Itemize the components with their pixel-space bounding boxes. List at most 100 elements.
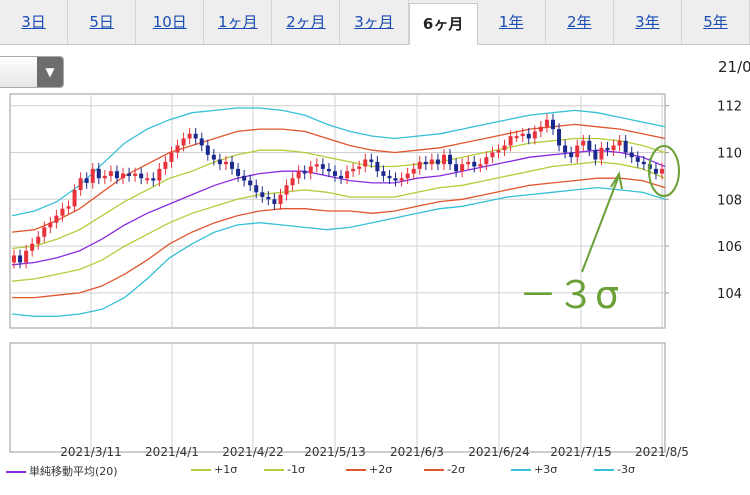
legend-label: 単純移動平均(20) [29,465,118,478]
candle [508,136,513,146]
series-line-単純移動平均(20) [11,149,666,266]
legend-label: -2σ [447,463,465,476]
candle [393,178,398,181]
legend-swatch [511,469,531,471]
candle [84,178,89,183]
candle [236,168,241,176]
candle [617,140,622,146]
legend-swatch [346,469,366,471]
candle [411,168,416,174]
candle [18,255,23,263]
tab-2[interactable]: 10日 [136,0,205,44]
candle [290,178,295,186]
candle [460,164,465,172]
candle [133,173,138,176]
candle [332,171,337,176]
x-tick-label-1: 2021/4/1 [145,445,199,459]
legend-item: 単純移動平均(20) [6,463,118,479]
candle [345,171,350,179]
candle [484,157,489,165]
legend-swatch [264,469,284,471]
candle [175,145,180,153]
candle [181,138,186,146]
chart-legend: : 単純移動平均(20) +1σ -1σ +2σ -2σ +3σ -3σ [0,463,750,479]
candle [520,133,525,137]
annotation-arrowhead [610,171,623,190]
tab-6[interactable]: 6ヶ月 [408,3,478,45]
candle [320,164,325,169]
candle [187,133,192,139]
candle [593,150,598,160]
legend-item: +3σ [511,463,557,476]
candle [60,208,65,216]
tab-9[interactable]: 3年 [614,0,682,44]
candle [42,227,47,237]
candle [12,255,16,263]
series-line-+2σ [11,123,666,233]
candle [169,152,174,162]
x-tick-label-5: 2021/6/24 [468,445,530,459]
candle [514,136,519,139]
candle [532,131,537,139]
legend-label: +3σ [534,463,558,476]
tab-0[interactable]: 3日 [0,0,69,44]
candle [363,159,368,167]
chevron-down-icon[interactable]: ▼ [37,57,63,87]
candle [526,133,531,139]
candle [30,243,35,251]
candle [145,178,150,181]
candle [478,164,483,167]
candle [581,140,586,146]
candle [223,161,228,165]
y-tick-label-1: 106 [717,240,742,255]
tab-5[interactable]: 3ヶ月 [340,0,409,44]
candle [339,175,344,179]
candle [375,161,380,172]
tab-4[interactable]: 2ヶ月 [272,0,341,44]
candle [242,175,247,181]
candle [641,161,646,165]
legend-item: -2σ [424,463,465,476]
tab-3[interactable]: 1ヶ月 [204,0,273,44]
series-line-+3σ [11,107,666,217]
tab-7[interactable]: 1年 [478,0,546,44]
candle [635,157,640,162]
candle [357,166,362,169]
candle [121,173,126,179]
chart-type-dropdown[interactable]: ▼ [0,56,64,88]
candle [466,161,471,165]
candle [211,154,216,160]
candle [472,161,477,167]
tab-8[interactable]: 2年 [546,0,614,44]
candle [157,168,162,181]
candle [490,152,495,158]
series-line--1σ [11,161,666,282]
legend-swatch [424,469,444,471]
candle [102,175,107,179]
candle [454,164,459,172]
tab-1[interactable]: 5日 [68,0,137,44]
candle [90,168,95,183]
candle [405,173,410,179]
legend-swatch [191,469,211,471]
candle [441,154,446,165]
candle [66,206,71,209]
annotation-arrow [581,177,619,273]
candle [254,185,259,193]
candle [205,145,210,155]
x-tick-label-3: 2021/5/13 [304,445,366,459]
candle [653,168,658,174]
legend-item: -3σ [594,463,635,476]
period-tabs: 3日 5日 10日 1ヶ月 2ヶ月 3ヶ月 6ヶ月 1年 2年 3年 5年 [0,0,750,45]
legend-item: +1σ [191,463,237,476]
candle [629,152,634,158]
y-tick-label-3: 110 [717,147,742,162]
legend-label: -3σ [617,463,635,476]
bollinger-chart: 104 106 108 110 112 2021/3/11 2021/4/1 2021/4/2… [9,93,742,459]
candle [569,152,574,158]
candle [284,185,289,195]
candle [623,140,628,153]
candle [660,168,664,174]
candle [429,159,434,165]
candle [78,178,83,190]
